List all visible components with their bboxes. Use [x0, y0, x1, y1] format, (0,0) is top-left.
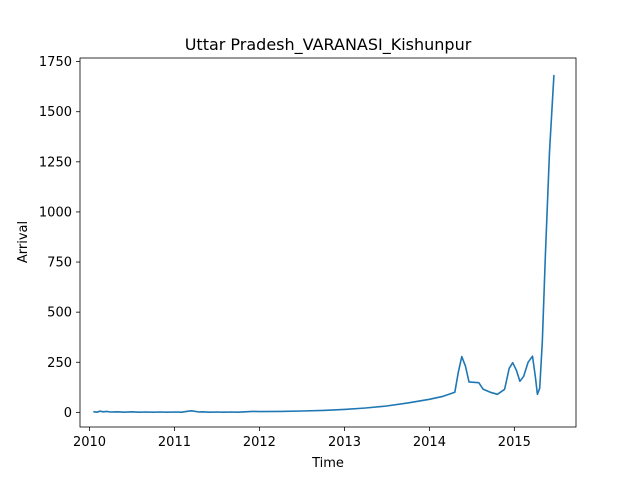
x-tick-label: 2011 — [158, 435, 191, 450]
plot-frame — [79, 57, 577, 428]
y-tick-label: 0 — [64, 406, 72, 421]
series-line-0 — [93, 74, 555, 413]
x-tick-label: 2013 — [328, 435, 361, 450]
chart-title: Uttar Pradesh_VARANASI_Kishunpur — [185, 35, 472, 55]
x-tick-label: 2015 — [498, 435, 531, 450]
y-tick-label: 1500 — [39, 105, 72, 120]
x-tick-label: 2012 — [243, 435, 276, 450]
y-tick-label: 1000 — [39, 205, 72, 220]
y-tick-label: 500 — [47, 306, 72, 321]
x-tick-label: 2014 — [413, 435, 446, 450]
x-axis-title: Time — [311, 456, 344, 471]
y-tick-label: 1250 — [39, 155, 72, 170]
plot-area — [79, 57, 577, 428]
y-axis-title: Arrival — [16, 221, 31, 263]
x-tick-label: 2010 — [73, 435, 106, 450]
y-tick-label: 750 — [47, 256, 72, 271]
x-axis: 2010 2011 2012 2013 2014 2015 — [73, 427, 531, 450]
y-tick-label: 250 — [47, 356, 72, 371]
y-tick-label: 1750 — [39, 55, 72, 70]
y-axis: 0 250 500 750 1000 1250 1500 1750 — [39, 55, 80, 421]
